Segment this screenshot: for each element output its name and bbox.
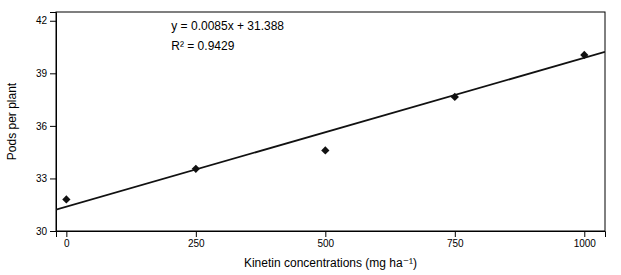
y-tick-label: 33 xyxy=(36,173,48,184)
x-tick-label: 0 xyxy=(64,238,70,249)
y-axis: 30 33 36 39 42 xyxy=(36,13,57,237)
x-tick-label: 500 xyxy=(317,238,334,249)
x-tick-mark xyxy=(196,231,197,237)
x-tick: 500 xyxy=(317,231,334,249)
data-point xyxy=(62,195,70,203)
y-tick-mark xyxy=(50,73,56,74)
y-tick: 30 xyxy=(36,226,56,237)
y-tick-label: 42 xyxy=(36,15,48,26)
marks xyxy=(56,51,605,210)
x-tick-label: 750 xyxy=(447,238,464,249)
x-axis: 0 250 500 750 1000 xyxy=(57,231,606,249)
regression-line xyxy=(56,52,605,210)
x-tick-label: 250 xyxy=(188,238,205,249)
chart: 0 250 500 750 1000 30 33 36 39 42 y = 0.0085x + 31… xyxy=(0,0,621,275)
y-tick-label: 36 xyxy=(36,121,48,132)
x-tick-label: 1000 xyxy=(574,238,597,249)
y-tick-label: 39 xyxy=(36,68,48,79)
x-tick-mark xyxy=(455,231,456,237)
x-tick-mark xyxy=(325,231,326,237)
x-tick-mark xyxy=(584,231,585,237)
annotation: R² = 0.9429 xyxy=(171,39,234,53)
y-tick-mark xyxy=(50,126,56,127)
x-tick: 1000 xyxy=(574,231,597,249)
annotation: y = 0.0085x + 31.388 xyxy=(171,19,284,33)
x-axis-title: Kinetin concentrations (mg ha⁻¹) xyxy=(244,256,417,270)
y-tick: 33 xyxy=(36,173,56,184)
annotations: y = 0.0085x + 31.388 R² = 0.9429 xyxy=(171,19,284,53)
plot: 0 250 500 750 1000 30 33 36 39 42 y = 0.0085x + 31… xyxy=(36,12,606,249)
y-tick: 42 xyxy=(36,15,56,26)
y-tick-mark xyxy=(50,231,56,232)
y-tick-mark xyxy=(50,21,56,22)
y-axis-title: Pods per plant xyxy=(5,82,19,160)
y-tick-label: 30 xyxy=(36,226,48,237)
plot-frame xyxy=(56,12,605,231)
x-axis-line xyxy=(57,232,606,238)
x-tick: 0 xyxy=(64,231,70,249)
x-tick: 250 xyxy=(188,231,205,249)
x-tick-mark xyxy=(66,231,67,237)
data-point xyxy=(321,146,329,154)
y-tick: 39 xyxy=(36,68,56,79)
y-tick-mark xyxy=(50,178,56,179)
y-tick: 36 xyxy=(36,121,56,132)
x-tick: 750 xyxy=(447,231,464,249)
